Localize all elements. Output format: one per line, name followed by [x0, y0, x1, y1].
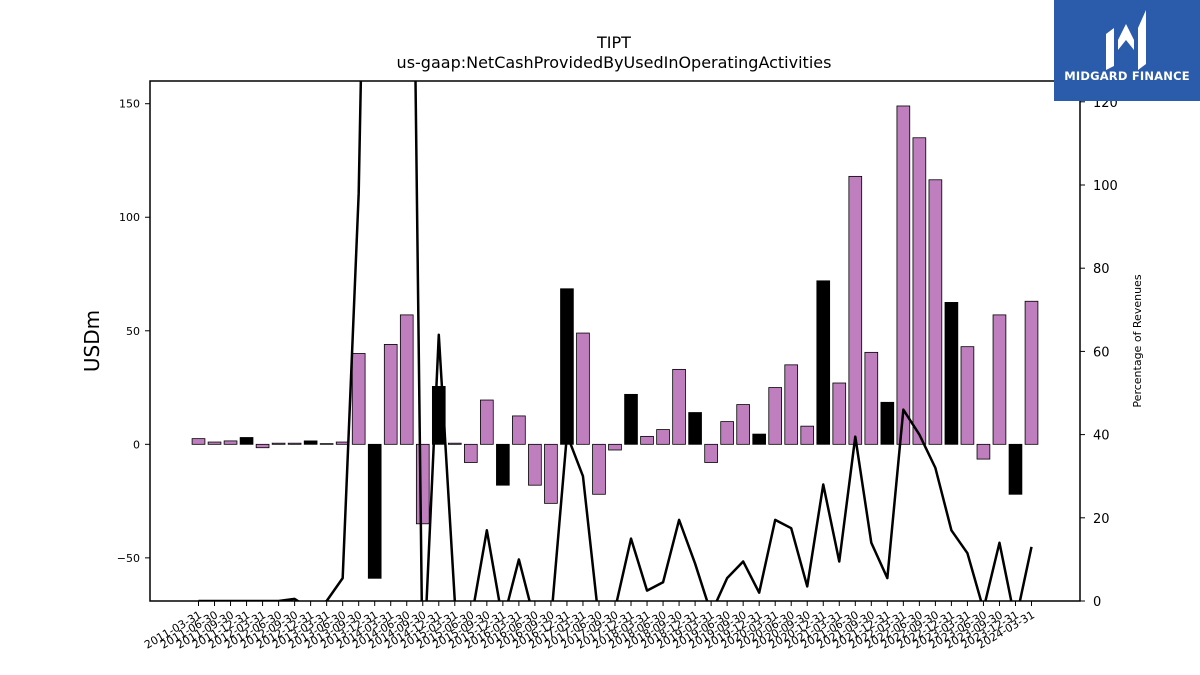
- bar-2014-09-30: [415, 443, 430, 525]
- bar-2016-09-30: [544, 443, 558, 504]
- bar-2012-06-30: [271, 442, 286, 445]
- bar-2015-09-30: [480, 399, 494, 445]
- bar-2015-03-31: [447, 442, 462, 445]
- x-axis-ticks: 2011-03-312011-06-302011-09-302011-12-31…: [142, 601, 1037, 652]
- bar-2011-12-31: [239, 437, 254, 445]
- chart-title: TIPT: [596, 33, 631, 52]
- bar-2012-12-31: [303, 440, 318, 445]
- bar-2012-09-30: [287, 442, 302, 445]
- bar-2017-12-31: [624, 393, 638, 445]
- bar-2019-12-31: [752, 433, 766, 445]
- bar-2020-06-30: [784, 364, 799, 445]
- bars-group: [191, 105, 1039, 579]
- bar-2021-12-31: [880, 401, 895, 445]
- y2-tick-label: 60: [1093, 345, 1110, 360]
- bar-2023-09-30: [992, 314, 1007, 445]
- bar-2013-12-31: [367, 443, 382, 579]
- y-axis-ticks: −50 0 50 100 150: [117, 98, 150, 565]
- bar-2020-09-30: [800, 425, 815, 445]
- line-series: [198, 81, 1033, 601]
- bar-2016-03-31: [512, 415, 526, 445]
- bar-2020-03-31: [768, 387, 782, 445]
- bar-2015-12-31: [496, 443, 510, 486]
- bar-2018-06-30: [656, 429, 670, 445]
- y-tick-label: 150: [119, 98, 140, 111]
- bar-2014-03-31: [383, 344, 398, 445]
- bar-2016-12-31: [560, 288, 574, 445]
- y-tick-label: 0: [133, 438, 140, 451]
- bar-2017-03-31: [576, 332, 590, 445]
- y2-axis-label: Percentage of Revenues: [1131, 274, 1144, 407]
- bar-2023-12-31: [1008, 443, 1023, 495]
- bar-2022-09-30: [928, 179, 943, 445]
- bar-2021-03-31: [832, 382, 847, 445]
- bar-2013-09-30: [351, 353, 366, 445]
- y2-tick-label: 0: [1093, 595, 1101, 610]
- bar-2017-06-30: [592, 443, 606, 495]
- line-group: [198, 81, 1033, 601]
- bar-2021-06-30: [848, 175, 863, 445]
- y-tick-label: 50: [126, 325, 140, 338]
- bar-2012-03-31: [255, 443, 270, 449]
- bar-2011-06-30: [207, 441, 222, 445]
- y2-tick-label: 20: [1093, 512, 1110, 527]
- bar-2019-09-30: [736, 404, 750, 445]
- bar-2019-03-31: [704, 443, 718, 463]
- bar-2019-06-30: [720, 421, 734, 445]
- bar-2022-06-30: [912, 137, 927, 445]
- midgard-logo-icon: [1106, 10, 1146, 70]
- y-tick-label: −50: [117, 552, 140, 565]
- y2-tick-label: 40: [1093, 429, 1110, 444]
- bar-2020-12-31: [816, 280, 831, 445]
- bar-2024-03-31: [1024, 300, 1039, 445]
- bar-2021-09-30: [864, 351, 879, 445]
- midgard-finance-logo: MIDGARD FINANCE: [1054, 0, 1200, 101]
- bar-2018-12-31: [688, 412, 702, 445]
- bar-2017-09-30: [608, 443, 622, 451]
- bar-2011-09-30: [223, 440, 238, 445]
- y-tick-label: 100: [119, 211, 140, 224]
- y2-tick-label: 80: [1093, 262, 1110, 277]
- chart-subtitle: us-gaap:NetCashProvidedByUsedInOperating…: [397, 53, 832, 72]
- bar-2022-03-31: [896, 105, 911, 445]
- bar-2014-06-30: [399, 314, 414, 445]
- y-axis-label: USDm: [80, 310, 104, 372]
- bar-2018-09-30: [672, 368, 686, 445]
- bar-2016-06-30: [528, 443, 542, 486]
- bar-2023-06-30: [976, 443, 991, 460]
- y2-tick-label: 100: [1093, 179, 1118, 194]
- logo-text: MIDGARD FINANCE: [1064, 69, 1190, 83]
- bar-2022-12-31: [944, 301, 959, 445]
- bar-2018-03-31: [640, 435, 654, 445]
- bar-2015-06-30: [464, 443, 478, 463]
- bar-2011-03-31: [191, 438, 206, 445]
- bar-2023-03-31: [960, 346, 975, 445]
- bar-2013-03-31: [319, 443, 334, 445]
